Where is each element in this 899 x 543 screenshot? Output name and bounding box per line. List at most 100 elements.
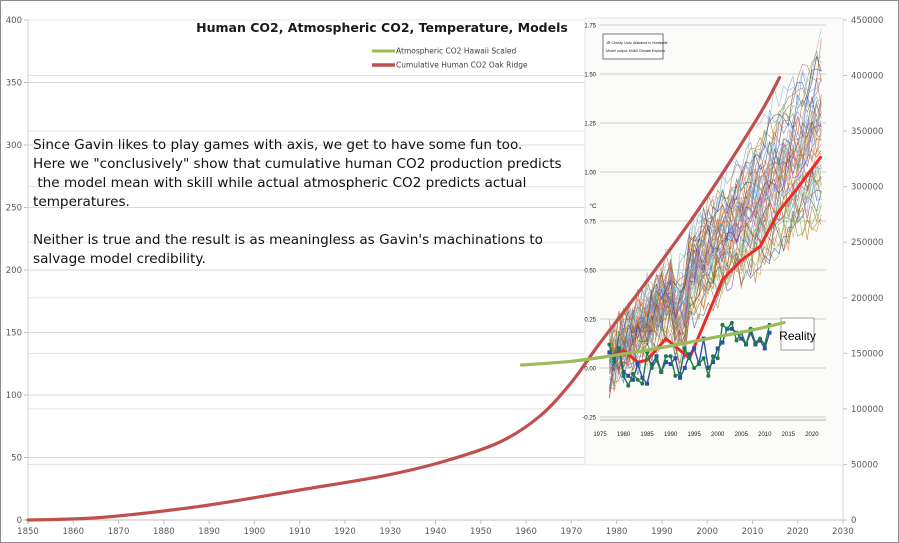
y-left-tick-label: 150 xyxy=(6,329,22,339)
y-right-tick-label: 150000 xyxy=(851,349,883,359)
x-tick-label: 1880 xyxy=(153,527,175,537)
inset-observation-series-b-marker xyxy=(706,373,711,378)
inset-model-run xyxy=(609,95,822,359)
inset-observation-series-b-marker xyxy=(720,322,725,327)
inset-y-tick-label: 1.00 xyxy=(584,171,596,177)
inset-observation-series-b-marker xyxy=(678,371,683,376)
inset-x-tick-label: 1990 xyxy=(664,432,678,438)
inset-observation-series-b-marker xyxy=(668,354,673,359)
y-right-tick-label: 0 xyxy=(851,516,856,526)
legend-label: Atmospheric CO2 Hawaii Scaled xyxy=(396,47,517,56)
inset-observation-series-a-marker xyxy=(748,330,753,335)
inset-reality-box xyxy=(780,317,815,351)
inset-background xyxy=(584,17,844,466)
y-right-tick-label: 200000 xyxy=(851,294,883,304)
inset-observation-series-a-marker xyxy=(645,381,650,386)
inset-observation-series-b-marker xyxy=(659,369,664,374)
inset-observation-series-b-marker xyxy=(725,326,730,331)
legend: Atmospheric CO2 Hawaii Scaled Cumulative … xyxy=(372,47,528,70)
y-left-tick-label: 300 xyxy=(6,141,22,151)
legend-label: Cumulative Human CO2 Oak Ridge xyxy=(396,61,528,70)
annotation-line: Since Gavin likes to play games with axi… xyxy=(33,137,523,153)
inset-observation-series-b-marker xyxy=(734,338,739,343)
inset-model-run xyxy=(609,101,822,397)
y-left-tick-label: 250 xyxy=(6,204,22,214)
inset-x-tick-label: 1995 xyxy=(687,432,701,438)
x-tick-label: 1950 xyxy=(470,527,492,537)
inset-observation-series-b-marker xyxy=(692,366,697,370)
y-right-tick-label: 300000 xyxy=(851,183,883,193)
inset-observation-series-a-marker xyxy=(640,375,645,380)
inset-observation-series-b-marker xyxy=(753,340,758,345)
inset-observation-series-b-marker xyxy=(626,383,631,388)
inset-observation-series-b-marker xyxy=(673,373,678,378)
y-left-tick-label: 0 xyxy=(17,516,22,526)
inset-observation-series-a-marker xyxy=(612,356,617,361)
inset-model-run xyxy=(609,78,822,343)
series-line-atmospheric-co2-hawaii-scaled xyxy=(519,320,786,367)
inset-y-tick-label: 1.25 xyxy=(584,122,596,128)
inset-y-unit: °C xyxy=(589,202,597,210)
y-right-tick-label: 50000 xyxy=(851,460,878,470)
inset-observation-series-b-marker xyxy=(640,381,645,386)
inset-model-run xyxy=(609,124,822,374)
inset-observation-series-a-marker xyxy=(706,366,711,370)
inset-observation-series-a-marker xyxy=(668,362,673,367)
inset-observation-series-b-marker xyxy=(729,320,734,325)
x-tick-label: 1890 xyxy=(198,527,220,537)
annotation-text: Since Gavin likes to play games with axi… xyxy=(33,136,593,269)
inset-x-tick-label: 1975 xyxy=(593,432,607,438)
inset-model-run xyxy=(609,113,822,390)
series xyxy=(26,75,786,522)
inset-observation-series-a-marker xyxy=(720,340,725,345)
y-left-tick-label: 200 xyxy=(6,266,22,276)
inset-reality-label: Reality xyxy=(779,329,816,343)
x-tick-label: 1920 xyxy=(334,527,356,537)
inset-x-tick-label: 2010 xyxy=(758,432,772,438)
inset-observation-series-a-marker xyxy=(678,375,683,380)
inset-y-tick-label: 0.75 xyxy=(584,220,596,226)
annotation-line: salvage model credibility. xyxy=(33,251,206,267)
inset-model-run xyxy=(609,170,822,360)
inset-x-tick-label: 1985 xyxy=(640,432,654,438)
inset-observation-series-b-marker xyxy=(682,346,687,351)
inset-observation-series-a-marker xyxy=(649,362,654,367)
inset-observation-series-b-marker xyxy=(696,362,701,367)
inset-observation-series-b-marker xyxy=(607,342,612,347)
inset-credit-line: JR Christy, Univ. Alabama in Huntsville xyxy=(606,41,668,45)
x-tick-label: 1990 xyxy=(651,527,673,537)
inset-observation-series-a-marker xyxy=(692,346,697,351)
annotation-line: Neither is true and the result is as mea… xyxy=(33,232,543,248)
inset-observation-series-b-marker xyxy=(630,371,635,376)
inset-y-tick-label: 1.75 xyxy=(584,24,596,30)
inset-observation-series-b-marker xyxy=(762,342,767,347)
y-left-tick-label: 100 xyxy=(6,391,22,401)
x-tick-label: 1910 xyxy=(289,527,311,537)
y-right-tick-label: 450000 xyxy=(851,16,883,26)
inset-observation-series-a-marker xyxy=(762,346,767,351)
inset-model-run xyxy=(609,115,822,356)
chart-title: Human CO2, Atmospheric CO2, Temperature,… xyxy=(196,20,568,35)
inset-observation-series-b-marker xyxy=(743,342,748,347)
y-left-tick-label: 350 xyxy=(6,79,22,89)
inset-x-tick-label: 2000 xyxy=(711,432,725,438)
inset-model-run xyxy=(609,164,822,363)
inset-observation-series-b-marker xyxy=(701,356,706,361)
inset-model-run xyxy=(609,27,822,366)
x-tick-label: 2010 xyxy=(742,527,764,537)
x-tick-label: 2000 xyxy=(696,527,718,537)
inset-observation-series-a-marker xyxy=(607,350,612,355)
inset-observation-series-a-marker xyxy=(626,373,631,378)
inset-model-run xyxy=(609,205,822,390)
inset-model-run xyxy=(609,55,822,372)
inset-observation-series-a-marker xyxy=(630,377,635,382)
inset-observation-series-b-marker xyxy=(687,356,692,361)
inset-observation-series-b-marker xyxy=(616,346,621,351)
inset-x-tick-label: 1980 xyxy=(617,432,631,438)
inset-y-tick-label: 0.50 xyxy=(584,269,596,275)
inset-observation-series-b-marker xyxy=(654,358,659,363)
x-tick-label: 2020 xyxy=(787,527,809,537)
inset-observation-series-b-marker xyxy=(612,360,617,365)
inset-observation-series-a-marker xyxy=(654,354,659,359)
y-right-tick-label: 100000 xyxy=(851,405,883,415)
